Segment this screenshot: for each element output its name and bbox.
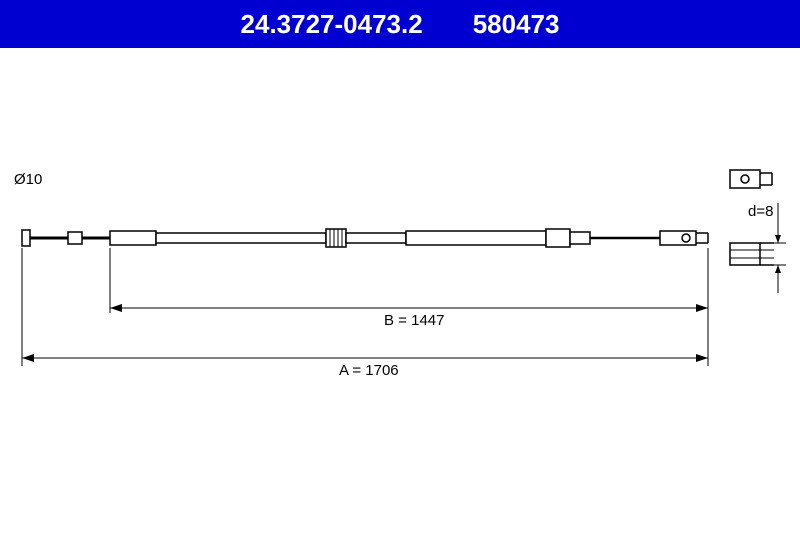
diameter-label: Ø10: [14, 171, 42, 188]
technical-diagram: Ø10 d=8 B = 1447 A = 1706: [0, 48, 800, 533]
dimension-b-label: B = 1447: [380, 312, 448, 329]
end-diameter-label: d=8: [748, 203, 773, 220]
dimension-a-label: A = 1706: [335, 362, 403, 379]
header-code: 580473: [473, 9, 560, 40]
header-bar: 24.3727-0473.2 580473: [0, 0, 800, 48]
part-number: 24.3727-0473.2: [241, 9, 423, 40]
